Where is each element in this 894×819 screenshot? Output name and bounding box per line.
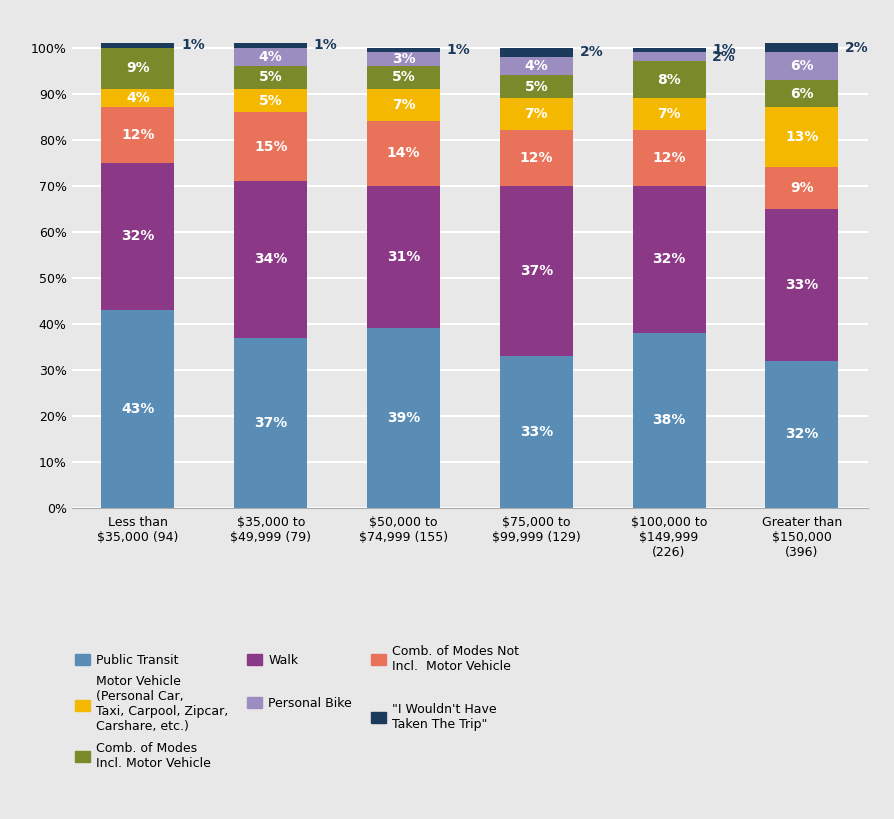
Text: 32%: 32% [652,252,685,266]
Bar [499,356,572,508]
Bar [234,112,307,181]
Text: 33%: 33% [784,278,817,292]
Text: 38%: 38% [652,414,685,428]
Bar [632,333,704,508]
Bar [367,121,440,186]
Bar [367,66,440,89]
Bar [632,98,704,130]
Bar [101,107,174,163]
Text: 9%: 9% [126,61,149,75]
Text: 13%: 13% [784,130,817,144]
Bar [499,98,572,130]
Text: 5%: 5% [258,93,283,107]
Bar [101,48,174,89]
Legend: Public Transit, Motor Vehicle
(Personal Car,
Taxi, Carpool, Zipcar,
Carshare, et: Public Transit, Motor Vehicle (Personal … [70,640,524,775]
Bar [367,48,440,52]
Bar [101,89,174,107]
Bar [632,130,704,186]
Text: 5%: 5% [258,70,283,84]
Text: 2%: 2% [844,41,868,55]
Text: 12%: 12% [519,151,552,165]
Text: 32%: 32% [784,428,817,441]
Bar [101,163,174,310]
Text: 14%: 14% [386,147,420,161]
Text: 6%: 6% [789,87,813,101]
Text: 39%: 39% [386,411,419,425]
Text: 7%: 7% [656,107,680,121]
Text: 5%: 5% [392,70,415,84]
Bar [632,61,704,98]
Bar [499,48,572,57]
Bar [367,186,440,328]
Bar [234,66,307,89]
Bar [764,79,838,107]
Text: 1%: 1% [181,38,205,52]
Text: 1%: 1% [314,38,337,52]
Bar [764,52,838,79]
Text: 31%: 31% [386,250,419,264]
Bar [234,89,307,112]
Text: 37%: 37% [519,264,552,278]
Text: 9%: 9% [789,181,813,195]
Bar [499,75,572,98]
Bar [101,43,174,48]
Text: 12%: 12% [652,151,685,165]
Text: 7%: 7% [392,98,415,112]
Text: 2%: 2% [712,50,735,64]
Bar [234,181,307,337]
Bar [101,310,174,508]
Bar [234,337,307,508]
Text: 4%: 4% [126,91,149,105]
Text: 5%: 5% [524,79,547,93]
Bar [764,167,838,209]
Bar [234,48,307,66]
Text: 3%: 3% [392,52,415,66]
Bar [499,57,572,75]
Bar [632,52,704,61]
Text: 6%: 6% [789,59,813,73]
Bar [764,107,838,167]
Text: 4%: 4% [258,50,283,64]
Bar [367,89,440,121]
Text: 12%: 12% [121,128,155,142]
Text: 32%: 32% [122,229,155,243]
Text: 2%: 2% [578,45,603,59]
Bar [499,186,572,356]
Bar [764,43,838,52]
Text: 4%: 4% [524,59,547,73]
Bar [632,48,704,52]
Bar [234,43,307,48]
Bar [764,360,838,508]
Text: 1%: 1% [446,43,470,57]
Text: 7%: 7% [524,107,547,121]
Bar [367,52,440,66]
Text: 33%: 33% [519,425,552,439]
Text: 8%: 8% [656,73,680,87]
Text: 15%: 15% [254,139,287,153]
Text: 43%: 43% [122,402,155,416]
Bar [764,209,838,360]
Text: 37%: 37% [254,416,287,430]
Bar [632,186,704,333]
Text: 1%: 1% [712,43,735,57]
Text: 34%: 34% [254,252,287,266]
Bar [367,328,440,508]
Bar [499,130,572,186]
